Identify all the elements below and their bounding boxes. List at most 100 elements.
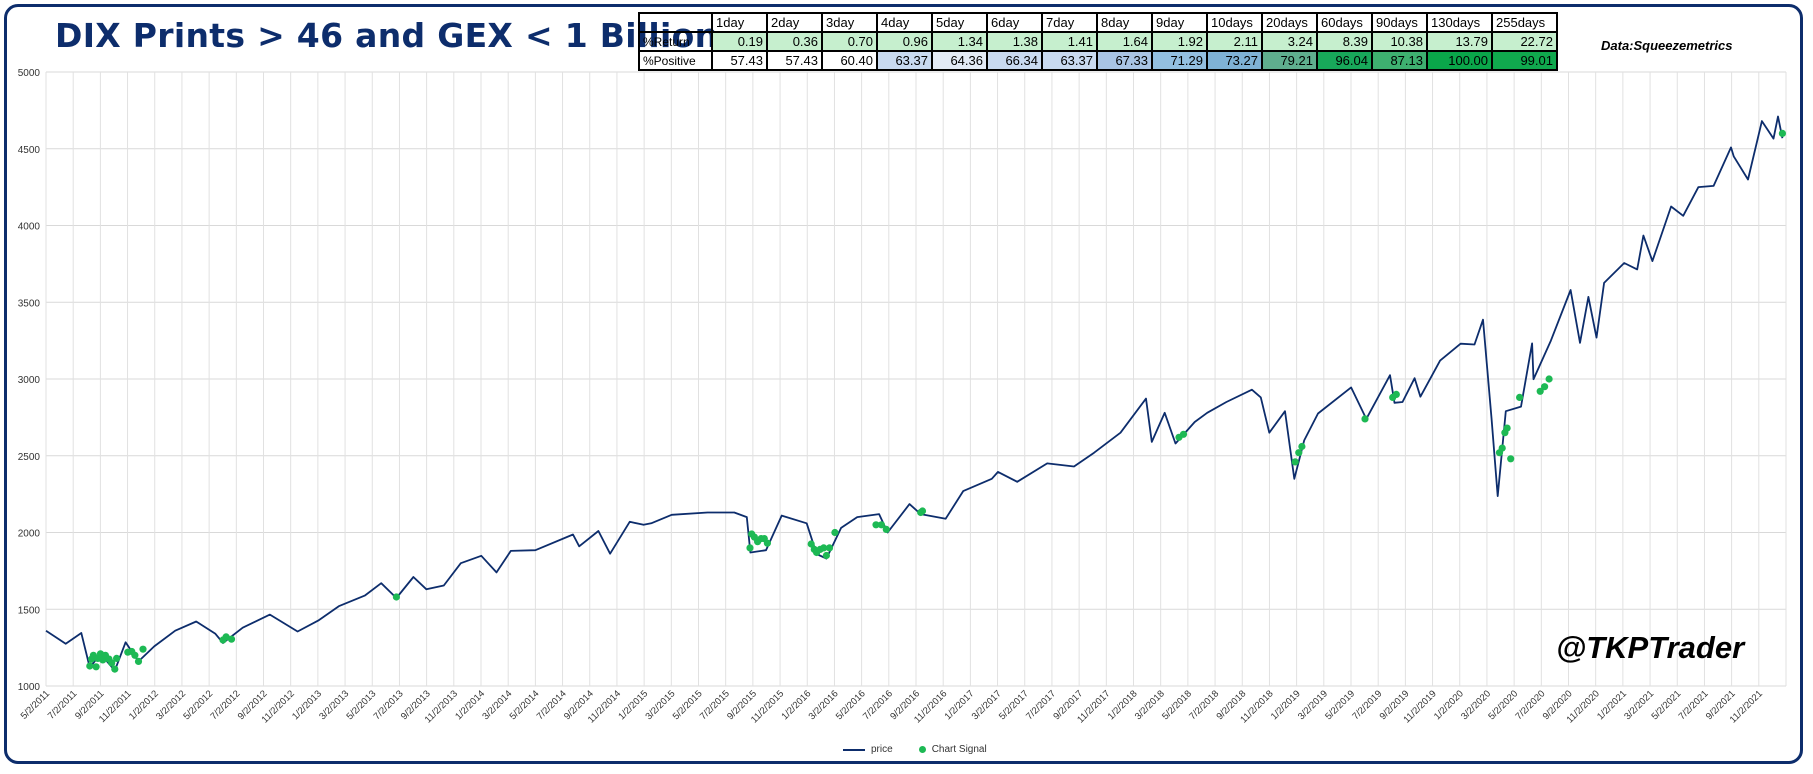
data-source-label: Data:Squeezemetrics	[1601, 38, 1733, 53]
chart-signal-point	[820, 544, 828, 552]
x-tick-label: 5/2/2011	[19, 688, 52, 721]
chart-signal-point	[825, 544, 834, 552]
stats-value-cell: 10.38	[1371, 31, 1428, 52]
chart-signal-point	[111, 665, 119, 673]
stats-header-cell: 5day	[931, 12, 988, 33]
legend-price-label: price	[871, 744, 893, 755]
stats-value-cell: 1.64	[1096, 31, 1153, 52]
stats-value-cell: 0.96	[876, 31, 933, 52]
stats-value-cell: 63.37	[1041, 50, 1098, 71]
legend-signal-label: Chart Signal	[931, 744, 987, 755]
stats-header-cell: 90days	[1371, 12, 1428, 33]
stats-value-cell: 64.36	[931, 50, 988, 71]
stats-header-cell: 255days	[1491, 12, 1558, 33]
stats-header-cell: 130days	[1426, 12, 1493, 33]
y-tick-label: 5000	[18, 68, 41, 79]
y-tick-label: 3500	[18, 298, 41, 309]
stats-header-cell: 7day	[1041, 12, 1098, 33]
chart-signal-point	[831, 528, 839, 537]
chart-signal-point	[108, 659, 116, 667]
price-series-line	[45, 115, 1784, 672]
stats-value-cell: 3.24	[1261, 31, 1318, 52]
stats-row-label: %Return	[638, 31, 713, 52]
chart-signal-point	[392, 593, 400, 601]
stats-header-cell: 2day	[766, 12, 823, 33]
chart-signal-point	[1392, 390, 1400, 398]
stats-value-cell: 0.19	[711, 31, 768, 52]
stats-value-cell: 73.27	[1206, 50, 1263, 71]
chart-signal-point	[1536, 387, 1544, 395]
stats-header-cell: 3day	[821, 12, 878, 33]
stats-value-cell: 67.33	[1096, 50, 1153, 71]
stats-value-cell: 0.36	[766, 31, 823, 52]
chart-signal-point	[1291, 458, 1299, 466]
chart-signal-point	[1179, 430, 1188, 438]
legend-price-swatch	[843, 748, 865, 751]
chart-signal-point	[763, 539, 772, 547]
chart-signal-point	[1498, 444, 1506, 452]
chart-signal-point	[1541, 383, 1549, 391]
chart-signal-point	[1503, 424, 1511, 432]
stats-value-cell: 100.00	[1426, 50, 1493, 71]
stats-value-cell: 99.01	[1491, 50, 1558, 71]
chart-legend: price Chart Signal	[843, 744, 987, 755]
chart-signal-point	[1516, 393, 1524, 401]
stats-table: 1day 2day 3day 4day 5day 6day 7day 8day 9day 10da…	[638, 12, 1558, 71]
stats-value-cell: 1.41	[1041, 31, 1098, 52]
stats-header-cell: 10days	[1206, 12, 1263, 33]
stats-value-cell: 63.37	[876, 50, 933, 71]
stats-value-cell: 79.21	[1261, 50, 1318, 71]
stats-value-cell: 1.92	[1151, 31, 1208, 52]
chart-signal-point	[86, 662, 94, 670]
stats-header-cell: 8day	[1096, 12, 1153, 33]
chart-signal-point	[918, 507, 927, 515]
chart-signal-point	[1295, 449, 1303, 457]
chart-signal-point	[222, 633, 230, 641]
chart-signal-point	[139, 645, 147, 653]
stats-value-cell: 0.70	[821, 31, 878, 52]
chart-signal-point	[746, 544, 754, 552]
chart-signal-point	[227, 635, 236, 643]
chart-signal-point	[1507, 455, 1515, 463]
stats-row: %Positive 57.43 57.43 60.40 63.37 64.36 66.34 6…	[638, 50, 1558, 71]
y-tick-label: 2500	[18, 452, 41, 463]
chart-signal-point	[872, 521, 880, 529]
chart-signal-point	[1545, 375, 1553, 383]
chart-signal-point	[807, 540, 815, 548]
legend-signal-swatch	[918, 746, 926, 753]
stats-value-cell: 22.72	[1491, 31, 1558, 52]
stats-value-cell: 2.11	[1206, 31, 1263, 52]
x-tick-label: 7/2/2011	[46, 688, 79, 721]
chart-signal-point	[131, 651, 139, 659]
stats-value-cell: 66.34	[986, 50, 1043, 71]
stats-value-cell: 8.39	[1316, 31, 1373, 52]
y-tick-label: 4500	[18, 145, 41, 156]
stats-header-cell: 4day	[876, 12, 933, 33]
y-tick-label: 1500	[18, 605, 41, 616]
stats-value-cell: 1.34	[931, 31, 988, 52]
stats-value-cell: 96.04	[1316, 50, 1373, 71]
stats-value-cell: 57.43	[711, 50, 768, 71]
stats-value-cell: 71.29	[1151, 50, 1208, 71]
stats-value-cell: 57.43	[766, 50, 823, 71]
stats-value-cell: 13.79	[1426, 31, 1493, 52]
stats-value-cell: 60.40	[821, 50, 878, 71]
stats-row-label: %Positive	[638, 50, 713, 71]
stats-row: %Return 0.19 0.36 0.70 0.96 1.34 1.38 1.41 1.64 1…	[638, 31, 1558, 52]
watermark: @TKPTrader	[1556, 630, 1745, 665]
chart-title: DIX Prints > 46 and GEX < 1 Billion	[55, 16, 719, 55]
stats-header-cell: 9day	[1151, 12, 1208, 33]
y-tick-label: 1000	[18, 682, 41, 693]
chart-signal-point	[1778, 129, 1786, 137]
stats-header-cell: 6day	[986, 12, 1043, 33]
stats-value-cell: 1.38	[986, 31, 1043, 52]
chart-signal-point	[882, 525, 890, 534]
y-tick-label: 3000	[18, 375, 41, 386]
stats-header-cell	[638, 12, 713, 33]
stats-header-cell: 1day	[711, 12, 768, 33]
chart-signal-point	[877, 521, 886, 529]
chart-signal-point	[822, 551, 831, 560]
chart-signal-point	[1361, 415, 1369, 423]
stats-value-cell: 87.13	[1371, 50, 1428, 71]
